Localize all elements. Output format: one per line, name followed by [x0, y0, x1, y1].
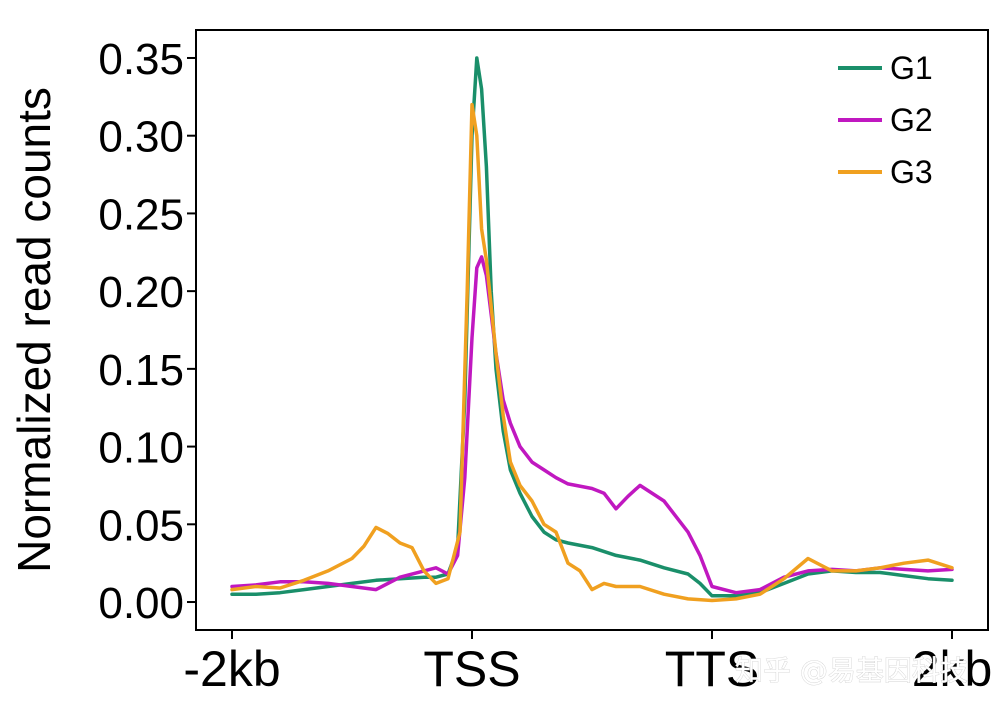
y-axis: 0.00 0.05 0.10 0.15 0.20 0.25 0.30 0.35: [98, 35, 196, 628]
x-axis: -2kb TSS TTS 2kb: [183, 630, 992, 697]
plot-frame: [195, 29, 989, 631]
series-line-g2: [230, 255, 954, 595]
legend-label-g1: G1: [890, 50, 933, 86]
series-layer: [230, 56, 954, 603]
y-tick-label-1: 0.05: [98, 501, 184, 550]
legend-label-g3: G3: [890, 154, 933, 190]
legend: G1 G2 G3: [838, 50, 933, 190]
y-tick-label-6: 0.30: [98, 113, 184, 162]
series-line-g1: [230, 56, 954, 598]
y-tick-label-7: 0.35: [98, 35, 184, 84]
y-tick-label-4: 0.20: [98, 268, 184, 317]
x-tick-label-0: -2kb: [183, 641, 280, 697]
y-tick-label-0: 0.00: [98, 579, 184, 628]
series-line-g3: [230, 102, 954, 603]
y-axis-title: Normalized read counts: [8, 87, 60, 573]
legend-label-g2: G2: [890, 102, 933, 138]
x-tick-label-3: 2kb: [912, 641, 993, 697]
watermark: 知乎 @易基因科技: [735, 654, 968, 687]
y-tick-label-3: 0.15: [98, 346, 184, 395]
y-tick-label-5: 0.25: [98, 190, 184, 239]
x-tick-label-1: TSS: [423, 641, 520, 697]
y-tick-label-2: 0.10: [98, 424, 184, 473]
x-tick-label-2: TTS: [665, 641, 759, 697]
